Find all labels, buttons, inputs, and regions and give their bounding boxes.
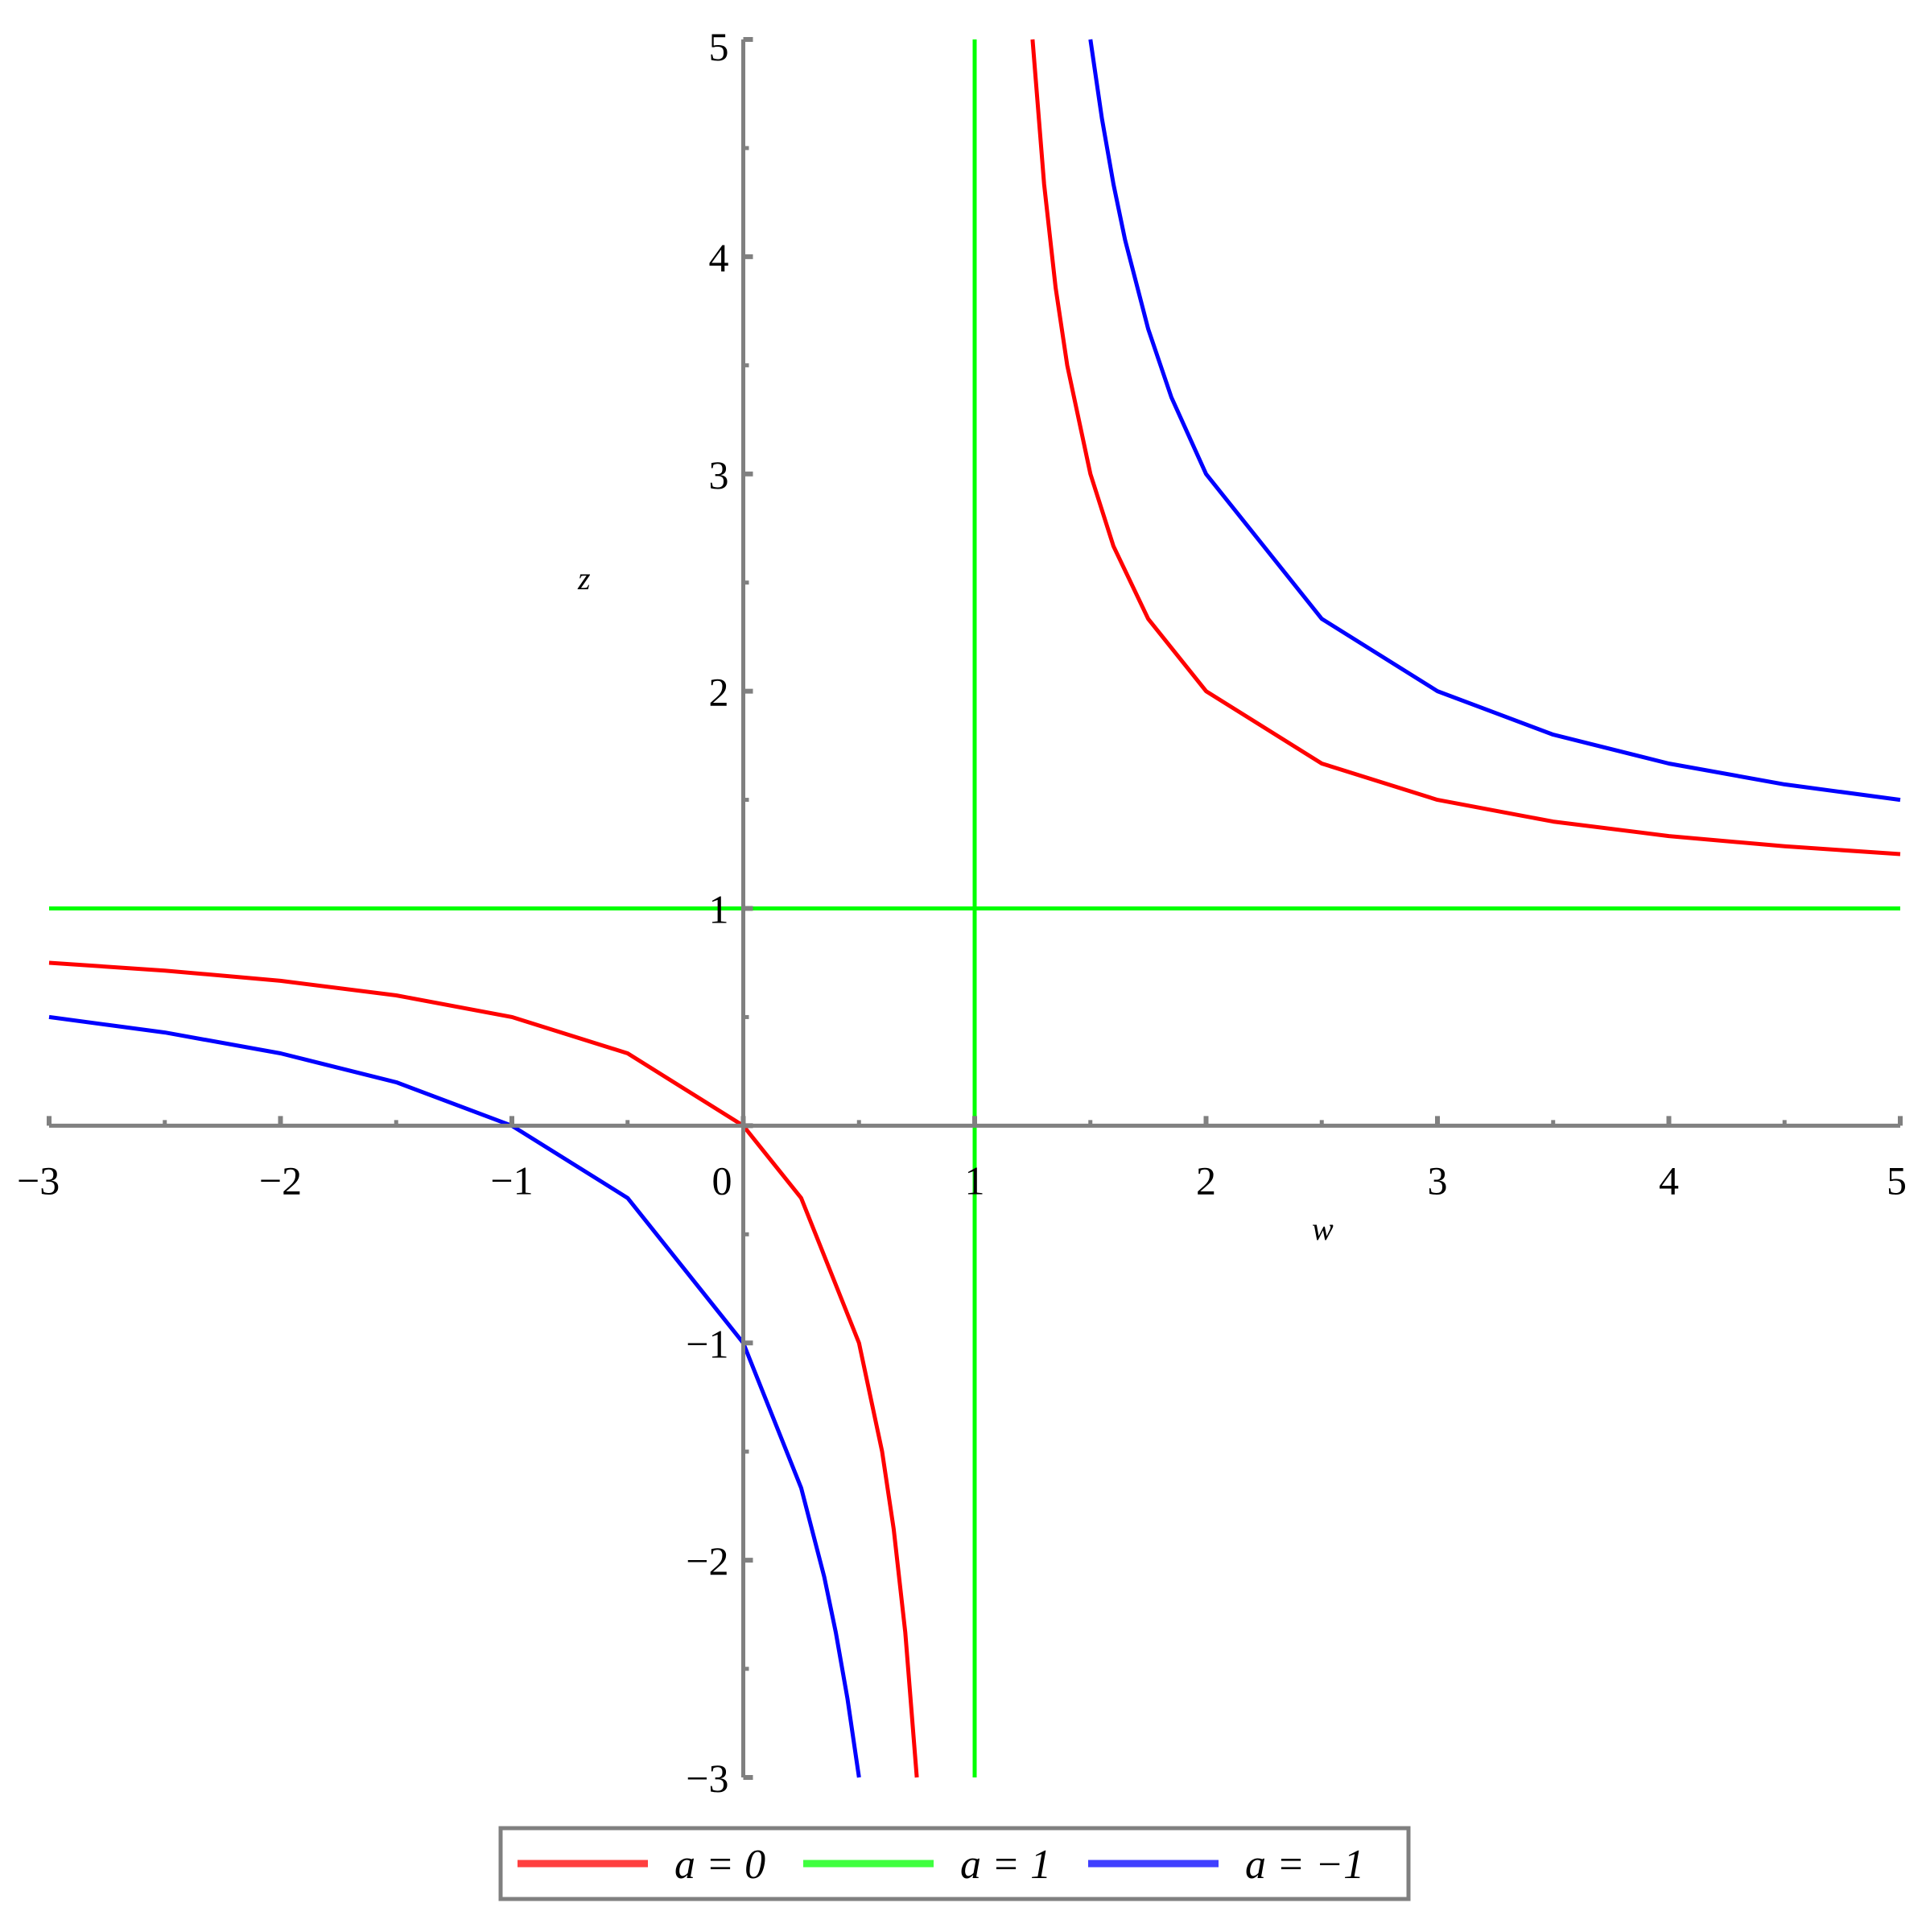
y-tick-label: 2 bbox=[709, 670, 729, 715]
x-axis-label: w bbox=[1312, 1211, 1334, 1247]
series-2-branch-1 bbox=[1088, 39, 1901, 803]
y-tick-label: 4 bbox=[709, 235, 729, 280]
x-tick-label: −1 bbox=[490, 1158, 533, 1203]
y-tick-label: −1 bbox=[686, 1321, 728, 1366]
x-tick-label: 1 bbox=[965, 1158, 985, 1203]
x-tick-label: 2 bbox=[1196, 1158, 1216, 1203]
y-tick-label: −2 bbox=[686, 1538, 728, 1583]
series-0-branch-0 bbox=[48, 960, 919, 1778]
axes: −3 −2 −1 0 1 2 3 4 5 −3 −2 −1 1 2 3 4 5 bbox=[17, 24, 1907, 1801]
x-tick-label: 5 bbox=[1887, 1158, 1907, 1203]
legend: a = 0 a = 1 a = −1 bbox=[498, 1826, 1411, 1901]
y-tick-label: 5 bbox=[709, 24, 729, 69]
legend-label-1: a = 1 bbox=[960, 1842, 1051, 1888]
legend-box bbox=[498, 1826, 1411, 1901]
curves bbox=[48, 39, 1901, 1778]
x-tick-label: 3 bbox=[1428, 1158, 1448, 1203]
series-2-branch-0 bbox=[48, 1014, 861, 1778]
y-tick-label: 1 bbox=[709, 887, 729, 932]
x-tick-label: −3 bbox=[17, 1158, 60, 1203]
x-tick-label: −2 bbox=[259, 1158, 302, 1203]
x-tick-label: 4 bbox=[1659, 1158, 1679, 1203]
series-0-branch-1 bbox=[1030, 39, 1901, 857]
legend-label-2: a = −1 bbox=[1245, 1842, 1364, 1888]
legend-label-0: a = 0 bbox=[674, 1842, 765, 1888]
y-tick-label: 3 bbox=[709, 452, 729, 497]
y-tick-label: −3 bbox=[686, 1756, 728, 1801]
x-tick-label: 0 bbox=[712, 1158, 732, 1203]
y-axis-label: z bbox=[577, 560, 591, 597]
